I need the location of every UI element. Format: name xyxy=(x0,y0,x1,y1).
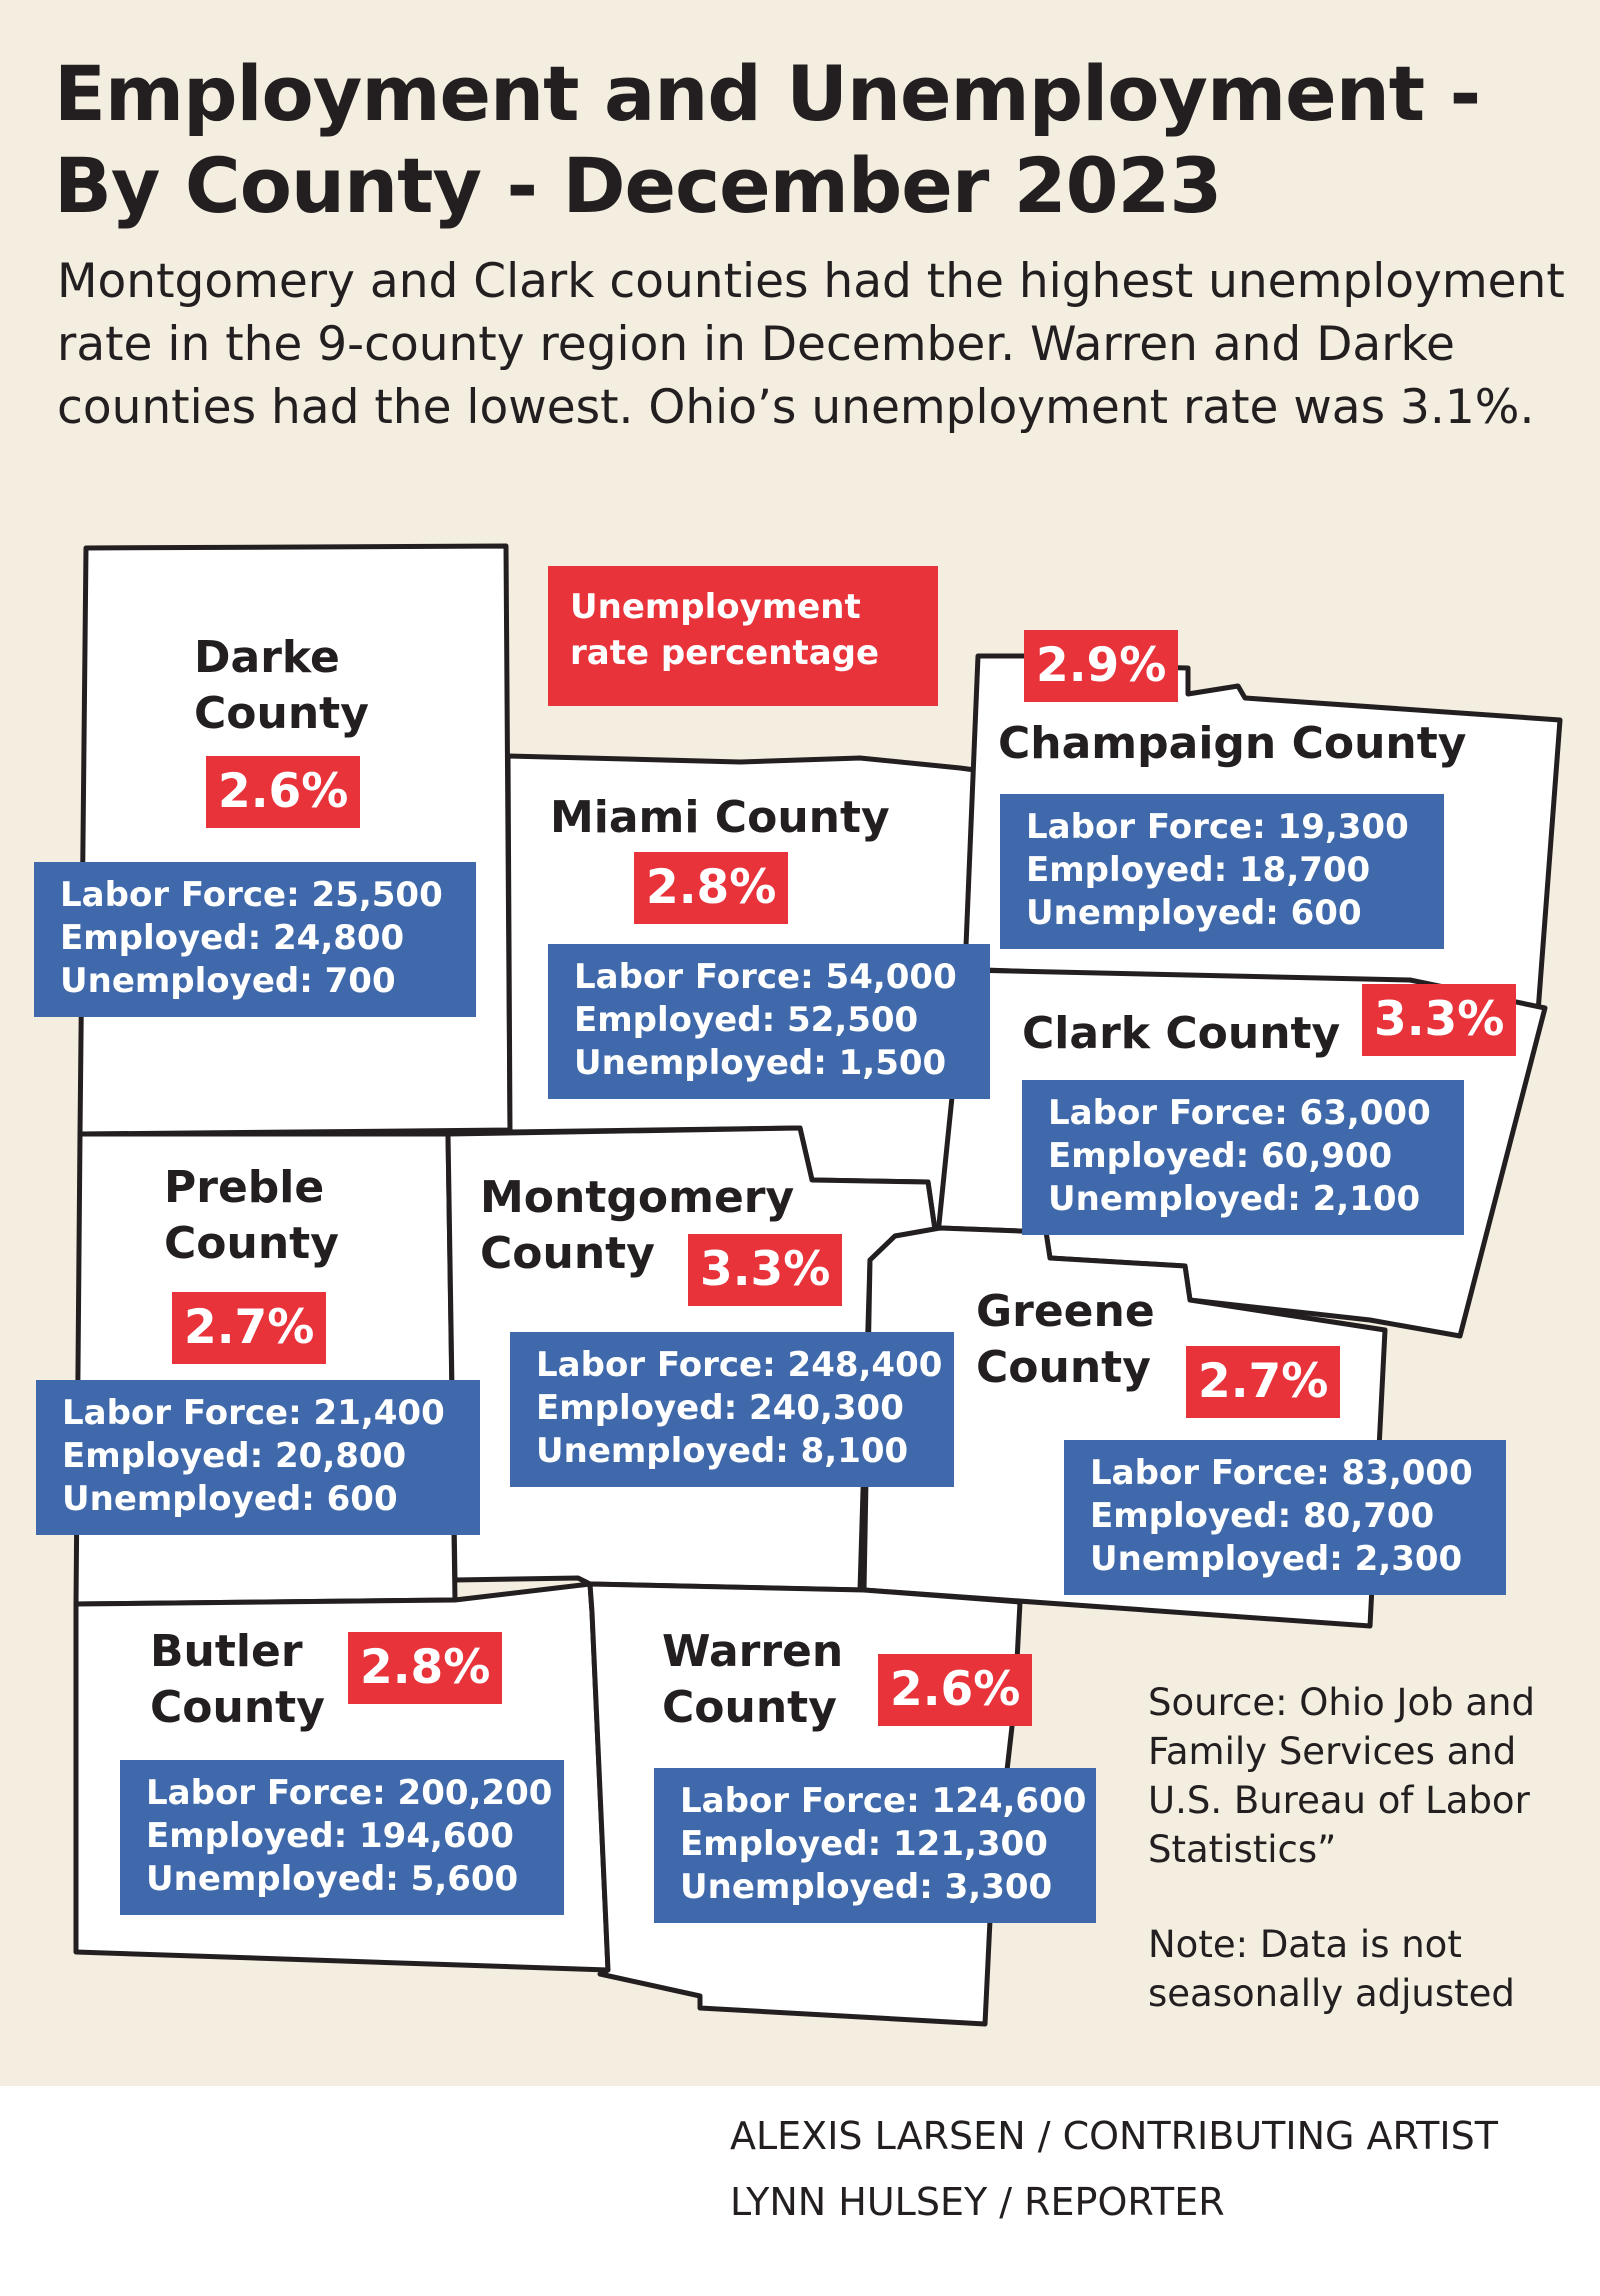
preble-county-name: Preble County xyxy=(164,1162,339,1269)
reporter-credit: LYNN HULSEY / REPORTER xyxy=(730,2180,1225,2224)
seasonal-note: Note: Data is not seasonally adjusted xyxy=(1148,1923,1515,2015)
champaign-unemployed: Unemployed: 600 xyxy=(1026,893,1362,933)
title-line-1: Employment and Unemployment - xyxy=(54,49,1481,138)
source-note: Source: Ohio Job and Family Services and… xyxy=(1148,1681,1535,1871)
preble-stats-box: Labor Force: 21,400 Employed: 20,800 Une… xyxy=(36,1380,480,1535)
champaign-employed: Employed: 18,700 xyxy=(1026,850,1371,890)
warren-county-name: Warren County xyxy=(662,1626,844,1733)
clark-county-name: Clark County xyxy=(1022,1008,1341,1059)
clark-employed: Employed: 60,900 xyxy=(1048,1136,1393,1176)
montgomery-employed: Employed: 240,300 xyxy=(536,1388,904,1428)
warren-stats-box: Labor Force: 124,600 Employed: 121,300 U… xyxy=(654,1768,1096,1923)
butler-rate-badge: 2.8% xyxy=(348,1632,503,1704)
warren-employed: Employed: 121,300 xyxy=(680,1824,1048,1864)
darke-stats-box: Labor Force: 25,500 Employed: 24,800 Une… xyxy=(34,862,476,1017)
miami-employed: Employed: 52,500 xyxy=(574,1000,919,1040)
miami-unemployed: Unemployed: 1,500 xyxy=(574,1043,947,1083)
miami-stats-box: Labor Force: 54,000 Employed: 52,500 Une… xyxy=(548,944,990,1099)
greene-county-name: Greene County xyxy=(976,1286,1155,1393)
subtitle: Montgomery and Clark counties had the hi… xyxy=(57,254,1565,435)
butler-employed: Employed: 194,600 xyxy=(146,1816,514,1856)
artist-credit: ALEXIS LARSEN / CONTRIBUTING ARTIST xyxy=(730,2114,1498,2158)
warren-rate-badge: 2.6% xyxy=(878,1654,1033,1726)
clark-stats-box: Labor Force: 63,000 Employed: 60,900 Une… xyxy=(1022,1080,1464,1235)
preble-unemployed: Unemployed: 600 xyxy=(62,1479,398,1519)
champaign-labor-force: Labor Force: 19,300 xyxy=(1026,807,1409,847)
greene-labor-force: Labor Force: 83,000 xyxy=(1090,1453,1473,1493)
preble-labor-force: Labor Force: 21,400 xyxy=(62,1393,445,1433)
champaign-rate-badge: 2.9% xyxy=(1024,630,1179,702)
butler-county-name: Butler County xyxy=(150,1626,325,1733)
montgomery-county-name: Montgomery County xyxy=(480,1172,795,1279)
warren-labor-force: Labor Force: 124,600 xyxy=(680,1781,1087,1821)
montgomery-unemployed: Unemployed: 8,100 xyxy=(536,1431,909,1471)
greene-employed: Employed: 80,700 xyxy=(1090,1496,1435,1536)
champaign-stats-box: Labor Force: 19,300 Employed: 18,700 Une… xyxy=(1000,794,1444,949)
montgomery-labor-force: Labor Force: 248,400 xyxy=(536,1345,943,1385)
clark-rate-badge: 3.3% xyxy=(1362,984,1517,1056)
darke-unemployed: Unemployed: 700 xyxy=(60,961,396,1001)
butler-unemployed: Unemployed: 5,600 xyxy=(146,1859,519,1899)
rate-legend: Unemployment rate percentage xyxy=(548,566,938,706)
preble-employed: Employed: 20,800 xyxy=(62,1436,407,1476)
warren-unemployed: Unemployed: 3,300 xyxy=(680,1867,1053,1907)
butler-labor-force: Labor Force: 200,200 xyxy=(146,1773,553,1813)
miami-labor-force: Labor Force: 54,000 xyxy=(574,957,957,997)
legend-line-2: rate percentage xyxy=(570,633,880,673)
montgomery-rate-badge: 3.3% xyxy=(688,1234,843,1306)
clark-labor-force: Labor Force: 63,000 xyxy=(1048,1093,1431,1133)
miami-rate-badge: 2.8% xyxy=(634,852,789,924)
title-line-2: By County - December 2023 xyxy=(54,141,1222,230)
montgomery-stats-box: Labor Force: 248,400 Employed: 240,300 U… xyxy=(510,1332,954,1487)
darke-employed: Employed: 24,800 xyxy=(60,918,405,958)
champaign-county-name: Champaign County xyxy=(998,718,1467,769)
legend-line-1: Unemployment xyxy=(570,587,861,627)
butler-stats-box: Labor Force: 200,200 Employed: 194,600 U… xyxy=(120,1760,564,1915)
clark-unemployed: Unemployed: 2,100 xyxy=(1048,1179,1421,1219)
greene-stats-box: Labor Force: 83,000 Employed: 80,700 Une… xyxy=(1064,1440,1506,1595)
greene-unemployed: Unemployed: 2,300 xyxy=(1090,1539,1463,1579)
darke-county-name: Darke County xyxy=(194,632,369,739)
page-title: Employment and Unemployment - By County … xyxy=(54,48,1574,232)
preble-rate-badge: 2.7% xyxy=(172,1292,327,1364)
darke-labor-force: Labor Force: 25,500 xyxy=(60,875,443,915)
greene-rate-badge: 2.7% xyxy=(1186,1346,1341,1418)
darke-rate-badge: 2.6% xyxy=(206,756,361,828)
miami-county-name: Miami County xyxy=(550,792,890,843)
